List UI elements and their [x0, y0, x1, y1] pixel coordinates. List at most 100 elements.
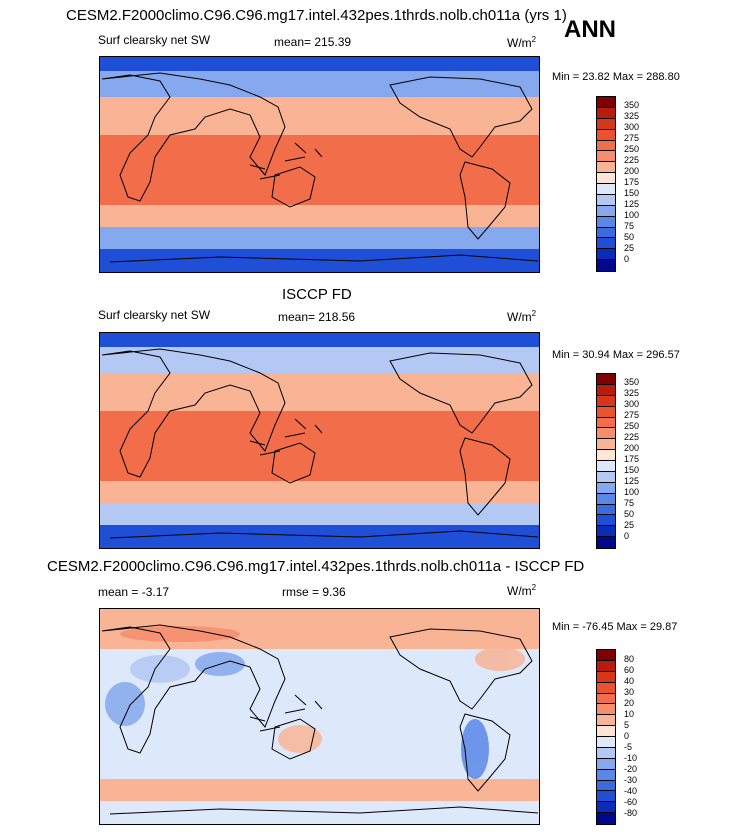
season-label: ANN	[564, 16, 616, 43]
panel-1-colorbar-bin	[597, 107, 615, 119]
panel-3-colorbar-bin	[597, 660, 615, 672]
panel-1-colorbar-bin	[597, 249, 615, 261]
panel-2-map-svg	[100, 333, 539, 548]
panel-1-colorbar-bin	[597, 173, 615, 184]
panel-1-band-north-polar	[100, 57, 539, 71]
panel-1-tick: 300	[624, 122, 640, 132]
panel-3-tick: -60	[624, 797, 638, 807]
panel-1-colorbar-bin	[597, 140, 615, 152]
panel-1-band-south-polar	[100, 249, 539, 272]
panel-3-tick: 10	[624, 709, 635, 719]
panel-2-colorbar-bin	[597, 461, 615, 472]
panel-2-tick: 225	[624, 432, 640, 442]
panel-1-colorbar-bin	[597, 238, 615, 250]
panel-2-tick: 25	[624, 520, 635, 530]
panel-3-colorbar-bin	[597, 769, 615, 781]
panel-1-tick: 25	[624, 243, 635, 253]
panel-2-tick: 100	[624, 487, 640, 497]
panel-2-colorbar-bin	[597, 384, 615, 396]
panel-3-land-anomalies	[105, 626, 525, 779]
panel-3-tick: -5	[624, 742, 633, 752]
panel-3-colorbar	[596, 649, 616, 825]
panel-1-tick: 150	[624, 188, 640, 198]
panel-1-mean-label: mean= 215.39	[274, 35, 352, 49]
panel-2-colorbar-bin	[597, 471, 615, 483]
panel-1-colorbar-bin	[597, 227, 615, 239]
panel-3-tick: 0	[624, 731, 630, 741]
panel-2-map	[99, 332, 540, 549]
panel-1-tick: 125	[624, 199, 640, 209]
panel-3-tick: 80	[624, 654, 635, 664]
panel-2-band-north-polar	[100, 333, 539, 347]
panel-2-colorbar-bin	[597, 439, 615, 451]
panel-1-colorbar-bin	[597, 194, 615, 206]
panel-2-colorbar-bin	[597, 450, 615, 461]
panel-1-title: CESM2.F2000climo.C96.C96.mg17.intel.432p…	[66, 7, 567, 24]
panel-2-tick: 75	[624, 498, 635, 508]
panel-2-colorbar-bin	[597, 537, 615, 548]
panel-1-colorbar-bin	[597, 216, 615, 228]
panel-2-tick: 350	[624, 377, 640, 387]
panel-2-minmax-label: Min = 30.94 Max = 296.57	[552, 349, 680, 361]
panel-2-tick: 150	[624, 465, 640, 475]
panel-2-band-north-mid	[100, 347, 539, 373]
panel-1-colorbar-bin	[597, 205, 615, 217]
panel-3-colorbar-bin	[597, 726, 615, 737]
panel-1-tick: 200	[624, 166, 640, 176]
panel-2-coastlines	[101, 348, 539, 539]
panel-1-variable-label: Surf clearsky net SW	[98, 33, 211, 47]
panel-2-tick: 200	[624, 443, 640, 453]
panel-1-tick: 75	[624, 221, 635, 231]
panel-3-rmse-label: rmse = 9.36	[282, 585, 346, 599]
panel-2-colorbar-bin	[597, 504, 615, 516]
panel-3-colorbar-bin	[597, 682, 615, 694]
panel-2-tick: 125	[624, 476, 640, 486]
panel-1-colorbar	[596, 96, 616, 272]
panel-1-tick: 275	[624, 133, 640, 143]
panel-2-colorbar-bin	[597, 417, 615, 429]
panel-3-colorbar-bin	[597, 704, 615, 716]
panel-1-units-label: W/m2	[507, 35, 537, 50]
panel-2-tick: 300	[624, 399, 640, 409]
panel-3-tick: 40	[624, 676, 635, 686]
panel-3-mean-label: mean = -3.17	[98, 585, 170, 599]
panel-2-band-south-mid	[100, 503, 539, 525]
panel-1-colorbar-bin	[597, 162, 615, 174]
panel-3-colorbar-bin	[597, 813, 615, 824]
panel-3-tick: 20	[624, 698, 635, 708]
panel-3-units-label: W/m2	[507, 583, 537, 598]
panel-2-band-north-sub	[100, 373, 539, 411]
panel-1-tick: 175	[624, 177, 640, 187]
panel-1-map-svg	[100, 57, 539, 272]
panel-3-colorbar-bin	[597, 650, 615, 661]
panel-2-units-label: W/m2	[507, 309, 537, 324]
panel-1-colorbar-bin	[597, 151, 615, 163]
panel-3-tick: -40	[624, 786, 638, 796]
panel-3-band-north-polar	[100, 609, 539, 623]
panel-3-colorbar-bin	[597, 758, 615, 770]
panel-1-band-north-mid	[100, 71, 539, 97]
panel-2-colorbar-bin	[597, 395, 615, 407]
panel-2-tick: 325	[624, 388, 640, 398]
panel-1-band-tropics	[100, 135, 539, 205]
panel-1-tick: 0	[624, 254, 630, 264]
panel-1-map	[99, 56, 540, 273]
panel-3-colorbar-bin	[597, 747, 615, 759]
panel-1-colorbar-bin	[597, 260, 615, 271]
panel-2-tick: 50	[624, 509, 635, 519]
panel-1-colorbar-bin	[597, 118, 615, 130]
panel-2-tick: 175	[624, 454, 640, 464]
panel-2-band-south-polar	[100, 525, 539, 548]
panel-2-tick: 250	[624, 421, 640, 431]
panel-3-minmax-label: Min = -76.45 Max = 29.87	[552, 621, 678, 633]
panel-3-tick: -30	[624, 775, 638, 785]
panel-3-colorbar-bin	[597, 671, 615, 683]
panel-3-tick: -20	[624, 764, 638, 774]
panel-1-tick: 350	[624, 100, 640, 110]
panel-1-colorbar-bin	[597, 184, 615, 195]
panel-3-band-south-mid	[100, 779, 539, 801]
panel-2-title: ISCCP FD	[282, 286, 352, 303]
panel-2-colorbar-bin	[597, 428, 615, 440]
panel-2-colorbar	[596, 373, 616, 549]
panel-2-colorbar-bin	[597, 374, 615, 385]
